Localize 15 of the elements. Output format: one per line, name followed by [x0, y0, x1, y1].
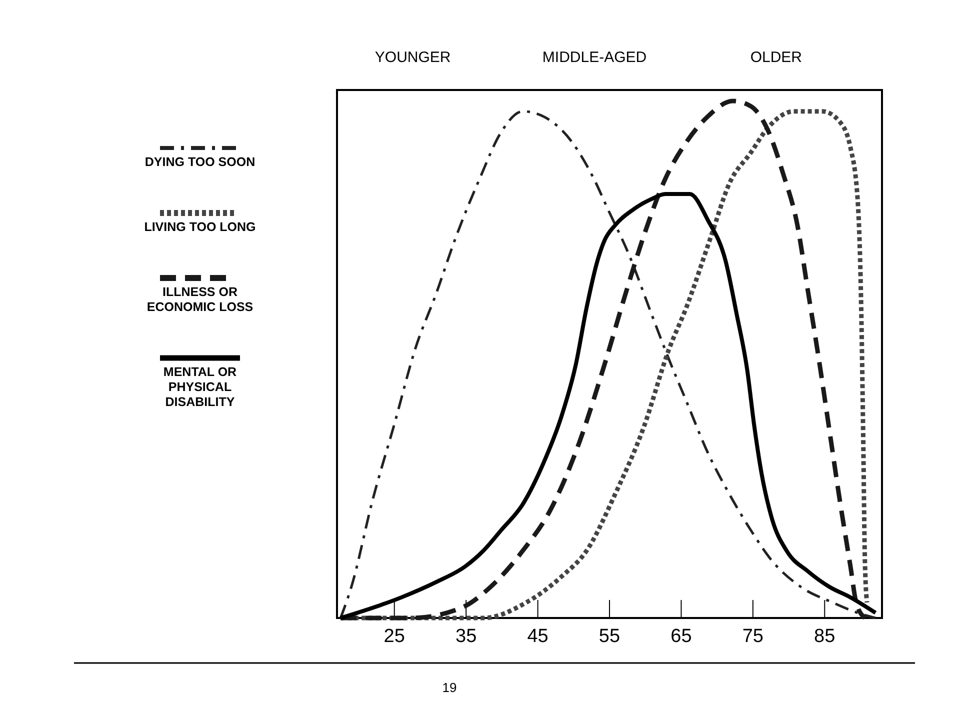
x-tick-label: 35 [456, 626, 477, 647]
x-tick-label: 55 [598, 626, 620, 647]
x-tick-label: 45 [527, 626, 548, 647]
x-tick-label: 85 [814, 626, 836, 647]
legend-label: MENTAL OR PHYSICAL DISABILITY [163, 365, 237, 409]
text: YOUNGER [374, 49, 451, 66]
x-tick-label: 75 [742, 626, 764, 647]
legend-label: LIVING TOO LONG [144, 220, 256, 234]
text: OLDER [750, 49, 802, 66]
x-tick-label: 65 [670, 626, 692, 647]
text: MIDDLE-AGED [542, 49, 647, 66]
legend-label: DYING TOO SOON [144, 155, 256, 169]
legend-label: ILLNESS OR ECONOMIC LOSS [146, 285, 254, 314]
text: 19 [442, 680, 457, 695]
x-tick-label: 25 [384, 626, 405, 647]
